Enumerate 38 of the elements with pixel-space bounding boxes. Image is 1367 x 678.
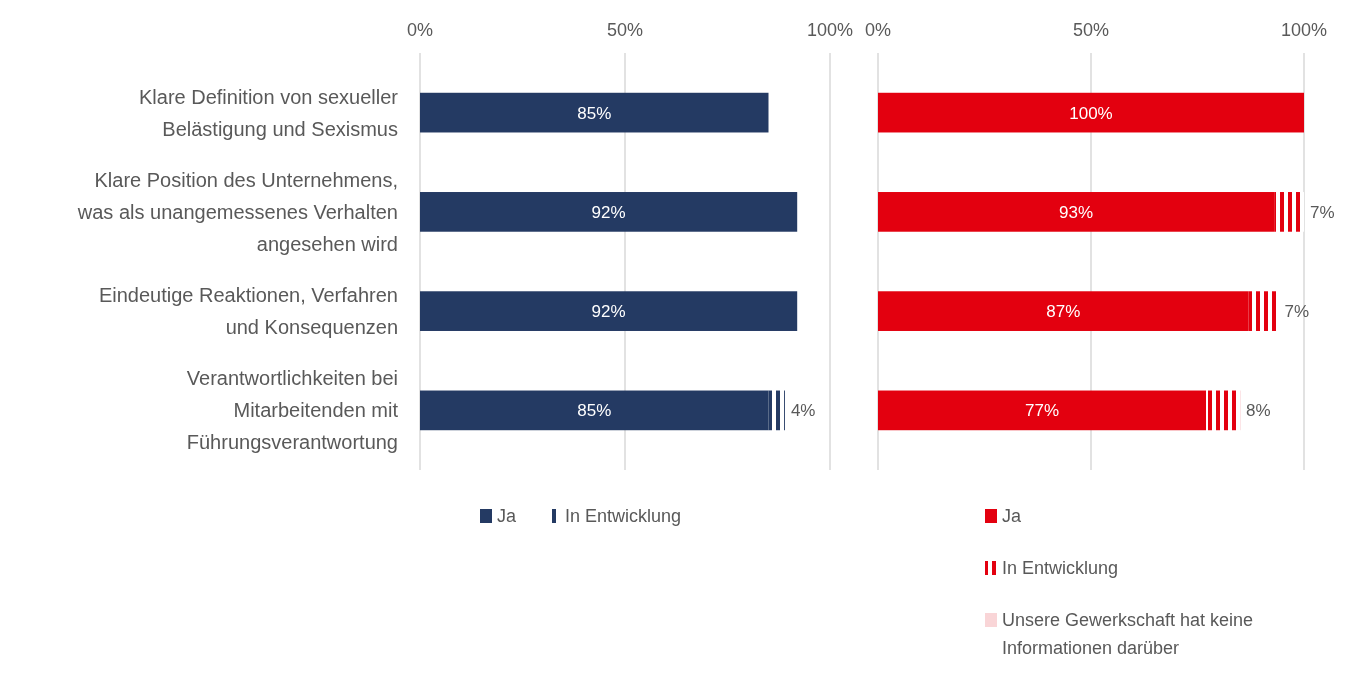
bar xyxy=(878,390,1207,431)
data-label: 7% xyxy=(1284,302,1310,322)
legend-label: Ja xyxy=(497,506,517,527)
x-tick-label: 100% xyxy=(806,20,854,40)
data-label: 4% xyxy=(790,401,816,421)
bar xyxy=(420,192,798,232)
data-label: 8% xyxy=(1246,401,1271,421)
y-tick-label: Klare Definition von sexueller Belästigung und Sexismus xyxy=(138,85,399,140)
data-label: 85% xyxy=(577,401,612,421)
x-tick-label: 100% xyxy=(1280,20,1328,40)
y-tick-label: Klare Position des Unternehmens, was als unangemessenes Verhalten angesehen wird xyxy=(76,168,398,255)
data-label: 92% xyxy=(591,202,626,222)
legend-label: Ja xyxy=(1002,506,1022,527)
bar xyxy=(1248,291,1279,331)
data-label: 77% xyxy=(1024,401,1060,421)
x-tick-label: 0% xyxy=(864,20,892,40)
bar xyxy=(420,291,798,331)
legend-label: Unsere Gewerkschaft hat keine Informationen darüber xyxy=(1002,610,1254,659)
data-label: 7% xyxy=(1310,202,1335,222)
data-label: 87% xyxy=(1046,302,1081,322)
data-label: 93% xyxy=(1059,202,1094,222)
data-label: 92% xyxy=(591,302,626,322)
bar xyxy=(420,92,769,133)
x-tick-label: 50% xyxy=(1072,20,1110,40)
bar xyxy=(768,390,785,431)
bar xyxy=(878,192,1275,232)
data-label: 85% xyxy=(577,103,612,123)
bar xyxy=(878,291,1249,331)
data-label: 100% xyxy=(1069,103,1113,123)
y-tick-label: Verantwortlichkeiten bei Mitarbeitenden mit Führungsverantwortung xyxy=(186,367,399,454)
legend-label: In Entwicklung xyxy=(1002,558,1119,579)
bar xyxy=(878,92,1304,133)
y-tick-label: Eindeutige Reaktionen, Verfahren und Konsequenzen xyxy=(98,284,398,339)
x-tick-label: 0% xyxy=(406,20,434,40)
legend-label: In Entwicklung xyxy=(565,506,682,527)
bar xyxy=(1274,192,1304,232)
bar xyxy=(420,390,769,431)
x-tick-label: 50% xyxy=(606,20,644,40)
